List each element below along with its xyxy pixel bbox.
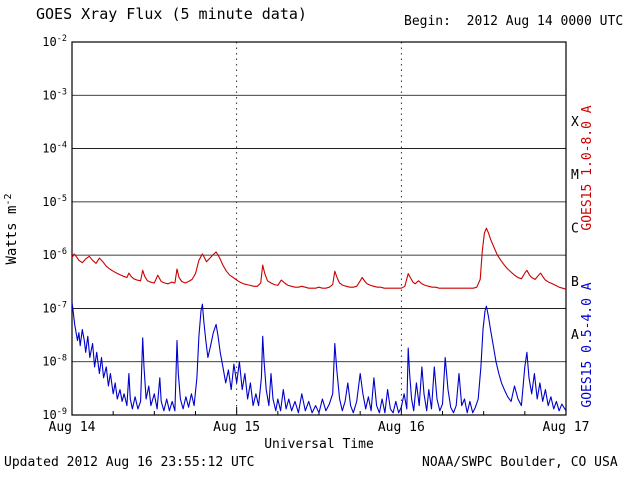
- y-tick-label-1e-4: 10-4: [42, 141, 67, 156]
- flare-class-label-c: C: [571, 222, 579, 237]
- y-tick-label-1e-3: 10-3: [42, 87, 67, 102]
- x-axis-label: Universal Time: [264, 437, 374, 452]
- page-title: GOES Xray Flux (5 minute data): [36, 5, 307, 23]
- channel-label-goes15-1-0-8-0-a: GOES15 1.0-8.0 A: [580, 105, 595, 230]
- flare-class-label-x: X: [571, 115, 579, 130]
- y-tick-label-1e-8: 10-8: [42, 354, 67, 369]
- y-tick-label-1e-2: 10-2: [42, 34, 67, 49]
- y-tick-label-1e-7: 10-7: [42, 300, 67, 315]
- begin-timestamp: Begin: 2012 Aug 14 0000 UTC: [404, 14, 624, 29]
- series-line-goes15-0-5-4-0-a: [71, 302, 567, 414]
- flare-class-label-b: B: [571, 275, 579, 290]
- x-tick-label: Aug 17: [543, 420, 590, 435]
- y-axis-label: Watts m-2: [3, 193, 20, 264]
- updated-timestamp: Updated 2012 Aug 16 23:55:12 UTC: [4, 455, 255, 470]
- y-tick-label-1e-6: 10-6: [42, 247, 67, 262]
- flare-class-label-m: M: [571, 168, 579, 183]
- plot-border: [71, 41, 567, 416]
- x-tick-label: Aug 14: [49, 420, 96, 435]
- series-line-goes15-1-0-8-0-a: [71, 227, 567, 290]
- y-tick-label-1e-5: 10-5: [42, 194, 67, 209]
- source-attribution: NOAA/SWPC Boulder, CO USA: [422, 455, 618, 470]
- channel-label-goes15-0-5-4-0-a: GOES15 0.5-4.0 A: [580, 282, 595, 407]
- x-tick-label: Aug 15: [213, 420, 260, 435]
- flare-class-label-a: A: [571, 328, 579, 343]
- x-tick-label: Aug 16: [378, 420, 425, 435]
